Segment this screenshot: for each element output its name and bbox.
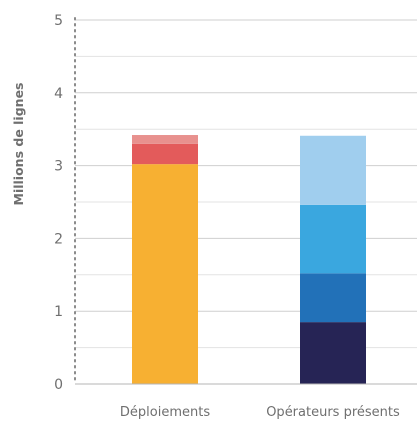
y-tick-label: 3 [54,159,63,175]
y-tick-label: 4 [54,86,63,102]
y-tick-label: 5 [54,13,63,29]
y-tick-label: 0 [54,377,63,393]
bar-segment [132,143,198,165]
bar-segment [300,204,366,274]
bar-segment [300,135,366,205]
bar-segment [132,164,198,384]
y-axis-title: Millions de lignes [11,83,26,206]
bar-stack-operateurs-presents [300,135,366,384]
x-category-label: Déploiements [120,405,210,420]
bar-stack-deploiements [132,135,198,384]
bars [132,135,366,384]
bar-segment [300,273,366,323]
axes: 0 1 2 3 4 5 Déploiements Opérateurs présents [54,13,417,420]
x-category-label: Opérateurs présents [266,405,400,420]
bar-segment [300,322,366,384]
y-tick-label: 1 [54,304,63,320]
y-tick-label: 2 [54,231,63,247]
bar-segment [132,135,198,144]
